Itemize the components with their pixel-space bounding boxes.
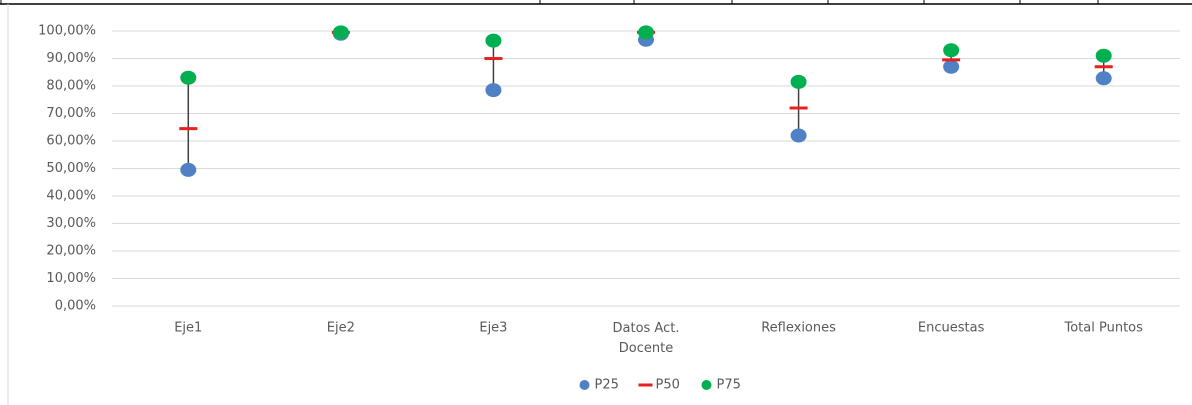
- y-tick-label: 30,00%: [46, 216, 96, 231]
- point: [1095, 71, 1112, 86]
- y-tick-label: 10,00%: [46, 271, 96, 286]
- y-tick-label: 40,00%: [46, 189, 96, 204]
- legend-marker: [638, 383, 653, 387]
- point: [790, 128, 807, 143]
- y-tick-label: 90,00%: [46, 51, 96, 66]
- point: [485, 33, 502, 48]
- point: [180, 162, 197, 177]
- point: [943, 59, 960, 74]
- x-tick-label: Eje3: [479, 321, 507, 336]
- point: [332, 25, 349, 40]
- y-tick-label: 70,00%: [46, 106, 96, 121]
- table-cells: [0, 0, 1099, 4]
- y-tick-label: 0,00%: [55, 299, 96, 314]
- y-tick-label: 80,00%: [46, 79, 96, 94]
- legend-label: P50: [656, 378, 680, 393]
- y-tick-label: 60,00%: [46, 134, 96, 149]
- p50-marker: [789, 106, 808, 110]
- x-tick-label: Encuestas: [918, 321, 985, 336]
- x-tick-label: Eje2: [327, 321, 355, 336]
- point: [790, 74, 807, 89]
- p50-marker: [484, 57, 503, 60]
- y-tick-label: 20,00%: [46, 244, 96, 259]
- point: [180, 70, 197, 85]
- x-tick-label: Reflexiones: [761, 321, 836, 336]
- y-tick-label: 100,00%: [38, 24, 96, 39]
- point: [485, 83, 502, 98]
- legend-marker: [701, 380, 712, 390]
- p50-marker: [1094, 65, 1113, 69]
- x-tick-label: Eje1: [174, 321, 202, 336]
- legend-label: P25: [595, 378, 619, 393]
- legend-marker: [579, 380, 590, 390]
- point: [638, 25, 654, 40]
- p50-marker: [942, 58, 961, 62]
- p50-marker: [179, 127, 198, 131]
- x-tick-label: Total Puntos: [1064, 321, 1144, 336]
- x-tick-label: Datos Act. Docente: [613, 321, 680, 356]
- y-tick-label: 50,00%: [46, 161, 96, 176]
- point: [1095, 48, 1112, 63]
- point: [943, 43, 960, 58]
- legend-label: P75: [717, 378, 741, 393]
